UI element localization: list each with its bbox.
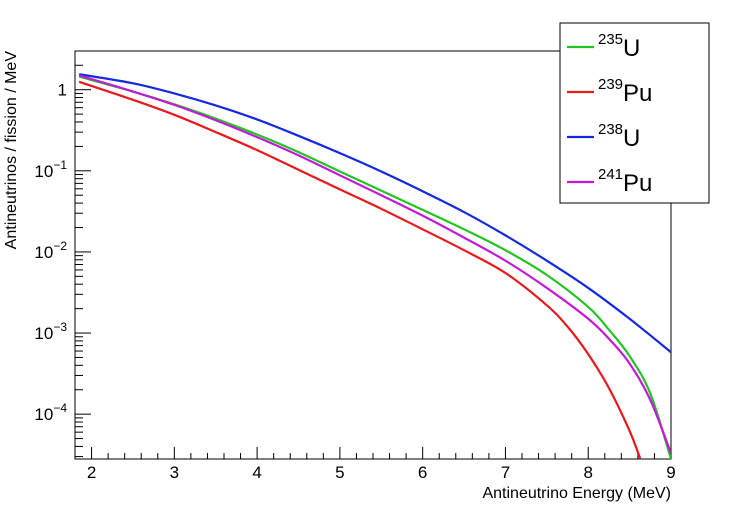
y-tick-label: 10−4 [34, 401, 67, 424]
x-tick-label: 4 [252, 463, 261, 482]
x-tick-label: 7 [501, 463, 510, 482]
legend-label-235u: 235U [598, 31, 640, 62]
series-lines [78, 73, 671, 459]
y-tick-label: 10−3 [34, 320, 67, 343]
legend-label-239pu: 239Pu [598, 76, 652, 107]
y-tick-label: 10−2 [34, 239, 67, 262]
legend-label-241pu: 241Pu [598, 166, 652, 197]
x-tick-label: 2 [87, 463, 96, 482]
legend-box [559, 22, 710, 204]
x-tick-labels: 2 3 4 5 6 7 8 9 [87, 463, 676, 482]
y-axis-title: Antineutrinos / fission / MeV [3, 51, 20, 250]
series-line-238u [78, 73, 671, 354]
x-tick-label: 3 [170, 463, 179, 482]
x-tick-label: 9 [666, 463, 675, 482]
x-tick-label: 5 [335, 463, 344, 482]
x-tick-label: 8 [583, 463, 592, 482]
legend: 235U 239Pu 238U 241Pu [559, 22, 710, 204]
axis-ticks [74, 50, 672, 459]
series-line-235u [78, 75, 671, 459]
legend-label-238u: 238U [598, 121, 640, 152]
series-line-241pu [78, 74, 671, 454]
y-tick-label: 1 [58, 81, 67, 100]
x-tick-label: 6 [418, 463, 427, 482]
y-tick-labels: 1 10−1 10−2 10−3 10−4 [34, 81, 67, 424]
x-axis-title: Antineutrino Energy (MeV) [482, 485, 671, 502]
series-line-239pu [78, 80, 642, 459]
y-tick-label: 10−1 [34, 158, 67, 181]
